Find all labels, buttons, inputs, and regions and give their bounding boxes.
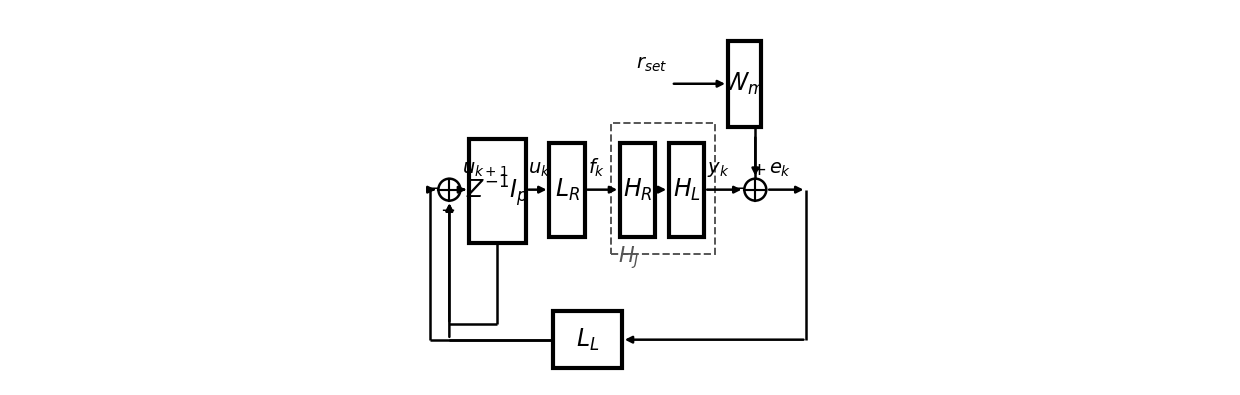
Text: $H_J$: $H_J$ bbox=[618, 245, 640, 271]
Text: $L_R$: $L_R$ bbox=[554, 177, 579, 203]
Text: $y_k$: $y_k$ bbox=[707, 160, 729, 179]
Text: $u_{k+1}$: $u_{k+1}$ bbox=[463, 160, 508, 179]
Bar bbox=[611, 123, 715, 254]
Text: $f_k$: $f_k$ bbox=[588, 156, 605, 179]
Text: $H_L$: $H_L$ bbox=[672, 177, 701, 203]
Text: $-$: $-$ bbox=[729, 177, 745, 196]
Text: $u_k$: $u_k$ bbox=[528, 160, 551, 179]
Text: $H_R$: $H_R$ bbox=[622, 177, 652, 203]
Bar bbox=[469, 139, 526, 243]
Text: $e_k$: $e_k$ bbox=[770, 160, 792, 179]
Text: $-$: $-$ bbox=[424, 177, 439, 196]
Text: $W_m$: $W_m$ bbox=[724, 71, 765, 97]
Text: $r_{set}$: $r_{set}$ bbox=[636, 56, 667, 74]
Text: $Z^{-1}I_p$: $Z^{-1}I_p$ bbox=[466, 173, 528, 209]
Bar bbox=[553, 311, 622, 368]
Bar bbox=[620, 143, 655, 237]
Text: $L_L$: $L_L$ bbox=[575, 327, 599, 353]
Bar bbox=[549, 143, 585, 237]
Bar bbox=[728, 41, 761, 127]
Text: $-$: $-$ bbox=[440, 200, 455, 218]
Text: $+$: $+$ bbox=[751, 161, 766, 179]
Bar bbox=[670, 143, 704, 237]
